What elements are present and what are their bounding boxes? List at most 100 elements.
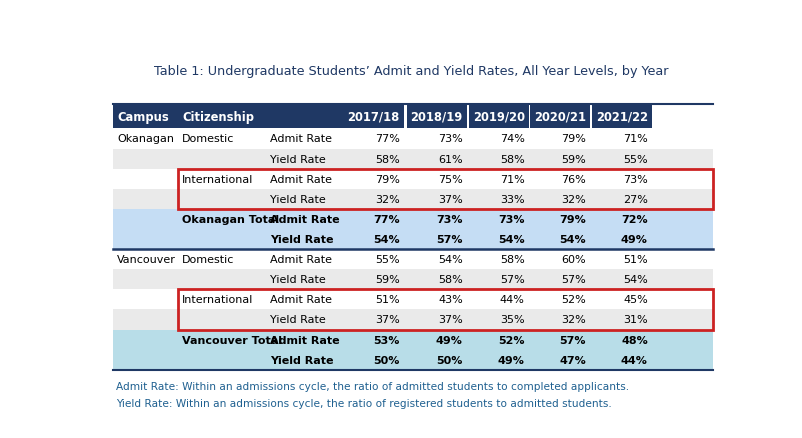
Text: Vancouver: Vancouver — [117, 254, 176, 265]
Text: 50%: 50% — [435, 355, 462, 365]
Text: 31%: 31% — [622, 315, 647, 325]
Bar — [265, 105, 343, 129]
Text: 48%: 48% — [620, 335, 647, 345]
Bar — [591, 105, 651, 129]
Bar — [112, 310, 712, 330]
Bar — [112, 149, 712, 169]
Text: 73%: 73% — [437, 134, 462, 144]
Text: 2021/22: 2021/22 — [595, 110, 647, 124]
Text: 27%: 27% — [622, 194, 647, 205]
Text: Admit Rate: Admit Rate — [270, 215, 339, 224]
Text: Admit Rate: Admit Rate — [270, 335, 339, 345]
Text: 32%: 32% — [561, 194, 585, 205]
Text: 37%: 37% — [437, 194, 462, 205]
Text: 49%: 49% — [497, 355, 524, 365]
Text: 50%: 50% — [373, 355, 399, 365]
Text: Yield Rate: Yield Rate — [270, 154, 326, 164]
Text: 73%: 73% — [435, 215, 462, 224]
Text: International: International — [182, 174, 253, 184]
Text: 57%: 57% — [435, 234, 462, 244]
Text: 58%: 58% — [375, 154, 399, 164]
Bar — [343, 105, 403, 129]
Text: 60%: 60% — [561, 254, 585, 265]
Text: 54%: 54% — [373, 234, 399, 244]
Text: 58%: 58% — [500, 154, 524, 164]
Text: 45%: 45% — [622, 295, 647, 305]
Text: Admit Rate: Admit Rate — [270, 295, 332, 305]
Bar — [468, 105, 529, 129]
Text: 57%: 57% — [500, 275, 524, 285]
Text: Okanagan: Okanagan — [117, 134, 174, 144]
Text: 49%: 49% — [435, 335, 462, 345]
Text: 2017/18: 2017/18 — [347, 110, 399, 124]
Text: Yield Rate: Yield Rate — [270, 275, 326, 285]
Text: 44%: 44% — [620, 355, 647, 365]
Text: 71%: 71% — [500, 174, 524, 184]
Text: 79%: 79% — [561, 134, 585, 144]
Text: 77%: 77% — [375, 134, 399, 144]
Text: 74%: 74% — [499, 134, 524, 144]
Bar — [112, 269, 712, 290]
Bar — [112, 129, 712, 149]
Text: 54%: 54% — [437, 254, 462, 265]
Text: 44%: 44% — [499, 295, 524, 305]
Text: 61%: 61% — [438, 154, 462, 164]
Text: 37%: 37% — [375, 315, 399, 325]
Bar — [112, 209, 712, 230]
Text: 59%: 59% — [561, 154, 585, 164]
Text: International: International — [182, 295, 253, 305]
Text: Admit Rate: Admit Rate — [270, 134, 332, 144]
Text: Okanagan Total: Okanagan Total — [182, 215, 279, 224]
Text: Yield Rate: Yield Rate — [270, 355, 334, 365]
Text: 79%: 79% — [558, 215, 585, 224]
Text: 75%: 75% — [437, 174, 462, 184]
Bar — [112, 290, 712, 310]
Bar — [112, 169, 712, 189]
Text: 52%: 52% — [497, 335, 524, 345]
Text: 2019/20: 2019/20 — [472, 110, 524, 124]
Text: 32%: 32% — [561, 315, 585, 325]
Text: 58%: 58% — [500, 254, 524, 265]
Text: 58%: 58% — [437, 275, 462, 285]
Text: 76%: 76% — [561, 174, 585, 184]
Bar — [177, 290, 712, 330]
Bar — [112, 105, 177, 129]
Text: Citizenship: Citizenship — [182, 110, 253, 124]
Bar — [112, 189, 712, 209]
Text: 57%: 57% — [559, 335, 585, 345]
Bar — [112, 350, 712, 370]
Text: 55%: 55% — [622, 154, 647, 164]
Text: Yield Rate: Within an admissions cycle, the ratio of registered students to admi: Yield Rate: Within an admissions cycle, … — [115, 398, 611, 408]
Bar — [177, 105, 265, 129]
Text: 2020/21: 2020/21 — [533, 110, 585, 124]
Text: 73%: 73% — [622, 174, 647, 184]
Text: 57%: 57% — [561, 275, 585, 285]
Bar — [529, 105, 589, 129]
Text: 51%: 51% — [622, 254, 647, 265]
Text: 33%: 33% — [500, 194, 524, 205]
Text: Campus: Campus — [117, 110, 168, 124]
Text: 52%: 52% — [561, 295, 585, 305]
Text: 2018/19: 2018/19 — [410, 110, 462, 124]
Text: 54%: 54% — [558, 234, 585, 244]
Text: 35%: 35% — [500, 315, 524, 325]
Text: Yield Rate: Yield Rate — [270, 194, 326, 205]
Text: Admit Rate: Admit Rate — [270, 174, 332, 184]
Text: 43%: 43% — [437, 295, 462, 305]
Bar — [112, 250, 712, 269]
Text: 32%: 32% — [375, 194, 399, 205]
Text: 79%: 79% — [375, 174, 399, 184]
Text: 72%: 72% — [621, 215, 647, 224]
Text: 54%: 54% — [622, 275, 647, 285]
Bar — [177, 169, 712, 209]
Text: 55%: 55% — [375, 254, 399, 265]
Text: 37%: 37% — [437, 315, 462, 325]
Text: 77%: 77% — [373, 215, 399, 224]
Bar — [407, 105, 467, 129]
Text: 71%: 71% — [622, 134, 647, 144]
Text: Yield Rate: Yield Rate — [270, 234, 334, 244]
Bar — [112, 330, 712, 350]
Text: Domestic: Domestic — [182, 254, 234, 265]
Text: Domestic: Domestic — [182, 134, 234, 144]
Text: Table 1: Undergraduate Students’ Admit and Yield Rates, All Year Levels, by Year: Table 1: Undergraduate Students’ Admit a… — [154, 64, 668, 78]
